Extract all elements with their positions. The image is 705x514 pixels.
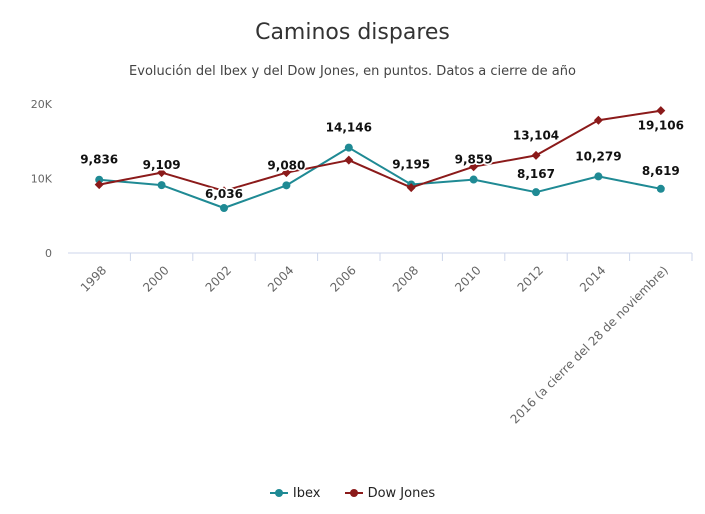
data-point-dow-jones [656,106,666,116]
data-label: 9,836 [80,153,118,167]
legend-item-dow-jones[interactable]: Dow Jones [344,485,436,501]
x-tick-label: 2008 [390,263,421,294]
data-point-ibex [594,172,603,181]
data-point-dow-jones [94,180,104,190]
data-point-dow-jones [406,183,416,193]
x-tick-label: 2010 [452,263,483,294]
data-label: 9,859 [455,153,493,167]
x-tick-label: 2014 [577,263,608,294]
data-point-ibex [220,204,228,213]
data-point-dow-jones [344,155,354,165]
data-point-dow-jones [157,168,167,178]
data-point-ibex [656,184,665,193]
data-label: 9,195 [392,157,430,171]
legend-item-ibex[interactable]: Ibex [269,485,321,501]
series-line-ibex [99,146,661,209]
data-point-dow-jones [219,186,229,196]
data-label: 8,167 [517,167,555,181]
data-point-dow-jones [469,162,479,172]
data-label: 9,080 [267,158,305,172]
y-tick-label: 20K [31,98,53,111]
data-label: 19,106 [638,119,684,133]
data-point-dow-jones [281,168,291,178]
data-label: 9,109 [143,158,181,172]
legend: Ibex Dow Jones [0,483,705,501]
data-point-ibex [344,143,353,152]
data-label: 14,146 [326,121,372,135]
data-label: 8,619 [642,164,680,178]
data-point-dow-jones [531,150,541,160]
x-tick-label: 1998 [78,263,109,294]
data-point-ibex [157,181,166,190]
legend-swatch-dow-jones [344,489,363,497]
x-tick-label: 2002 [203,263,234,294]
legend-label-ibex: Ibex [292,485,321,501]
chart-subtitle: Evolución del Ibex y del Dow Jones, en p… [129,64,576,79]
y-tick-label: 0 [45,247,52,260]
series-line-dow-jones [99,109,661,192]
data-point-ibex [282,181,291,190]
data-label: 10,279 [575,149,621,163]
x-tick-label: 2012 [515,263,546,294]
legend-label-dow-jones: Dow Jones [367,485,436,501]
x-tick-label: 2000 [140,263,171,294]
data-point-ibex [95,175,104,184]
data-label: 6,036 [205,187,243,201]
x-tick-label: 2006 [327,263,358,294]
data-point-ibex [532,188,540,197]
legend-swatch-ibex [269,489,288,497]
data-label: 13,104 [513,128,559,142]
chart-title: Caminos dispares [255,20,450,45]
data-point-dow-jones [593,115,603,125]
x-tick-label: 2004 [265,263,296,294]
data-point-ibex [469,175,478,184]
y-tick-label: 10K [31,173,53,186]
